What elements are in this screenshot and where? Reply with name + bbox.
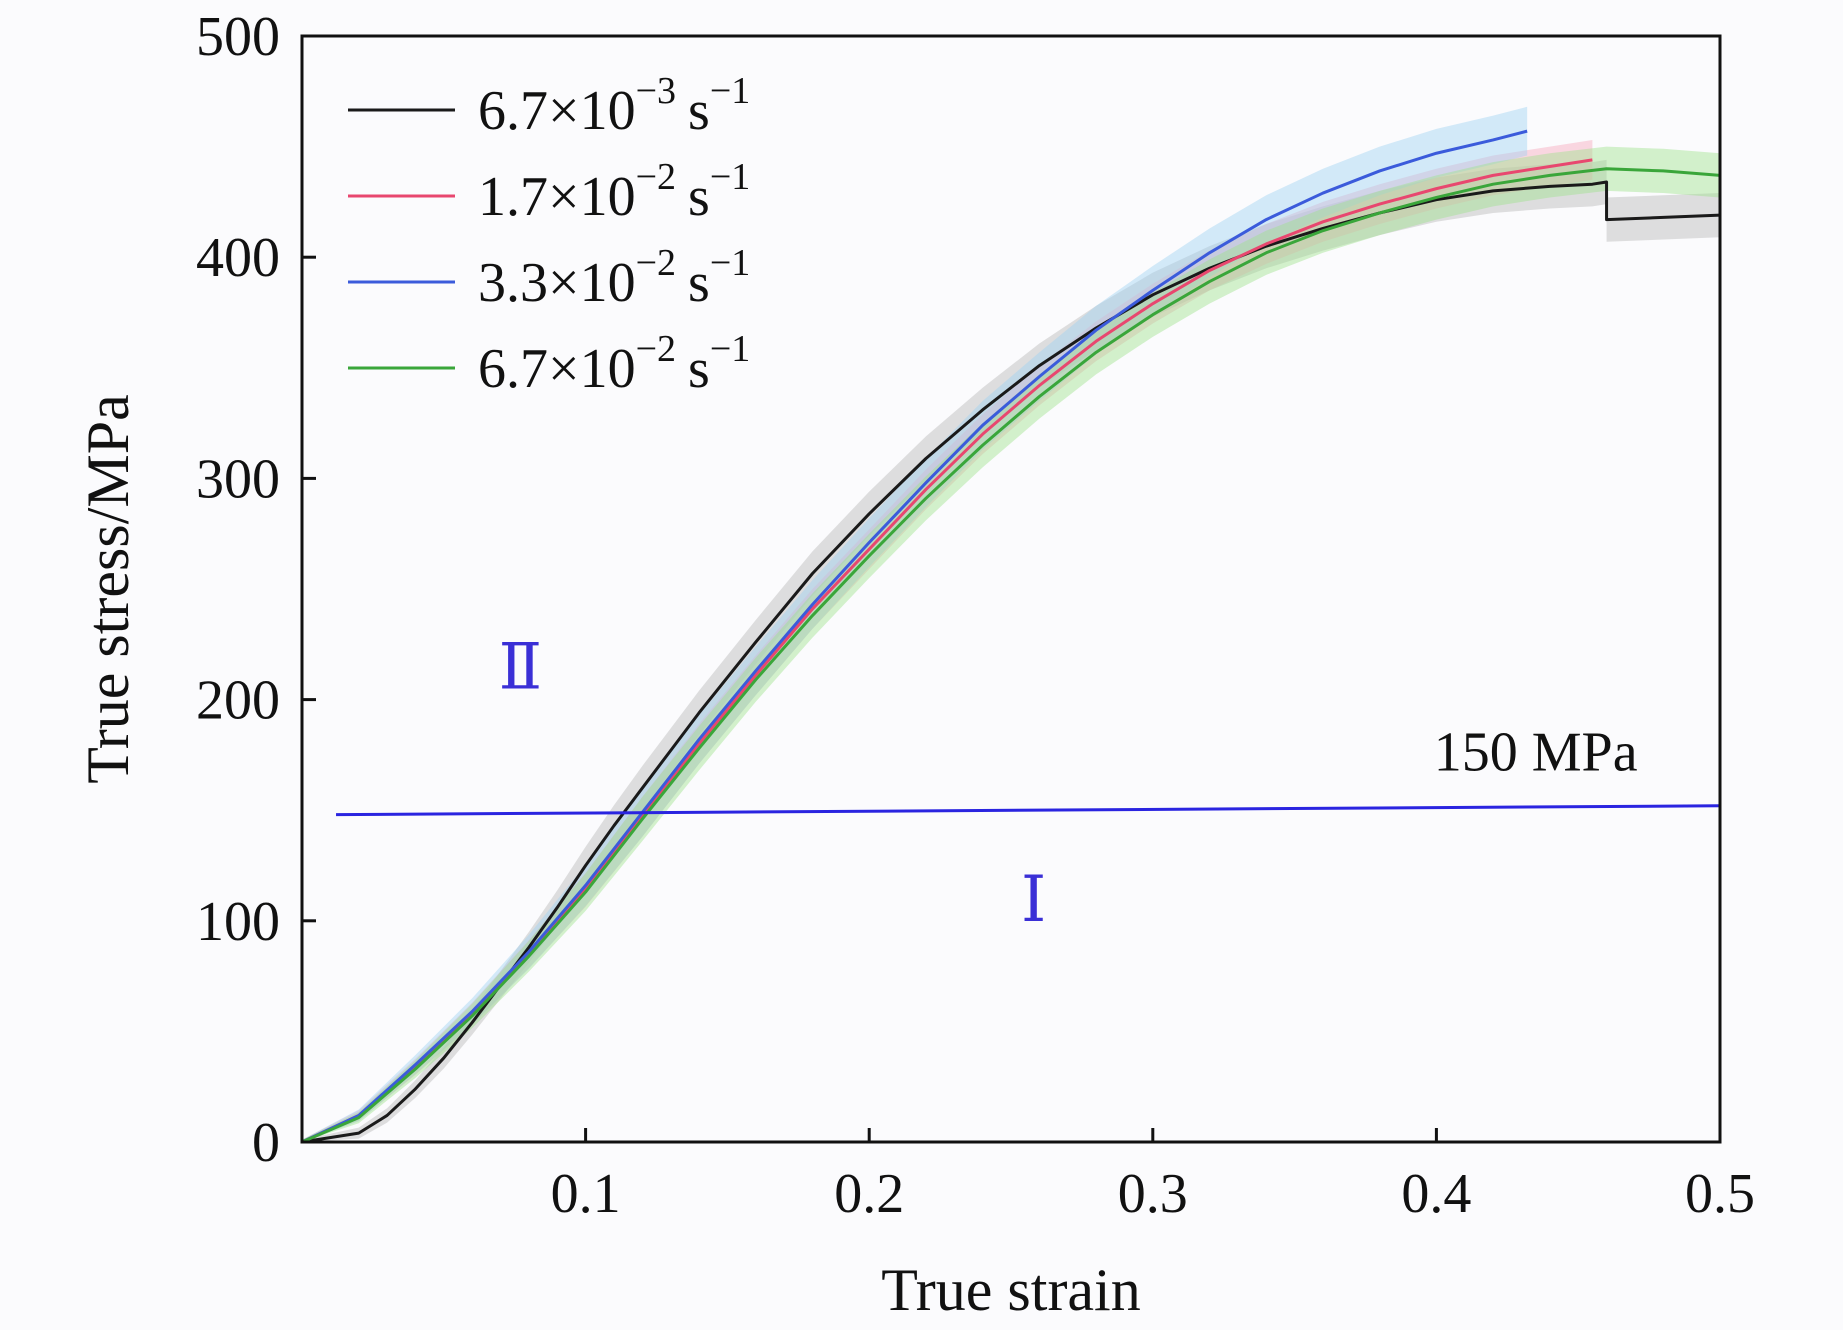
- region-label-2: Ⅰ: [1021, 864, 1046, 935]
- x-tick-label: 0.1: [551, 1163, 621, 1225]
- legend-label: 3.3×10−2 s−1: [478, 242, 750, 314]
- legend-item-2: 1.7×10−2 s−1: [348, 156, 750, 228]
- reference-line-150mpa: [336, 804, 1721, 817]
- legend-item-4: 6.7×10−2 s−1: [348, 328, 750, 400]
- y-tick-label: 200: [196, 670, 280, 732]
- series-line-4: [301, 167, 1721, 1144]
- y-tick-label: 400: [196, 227, 280, 289]
- legend-item-3: 3.3×10−2 s−1: [348, 242, 750, 314]
- reference-line-label: 150 MPa: [1434, 721, 1638, 783]
- y-tick-label: 0: [252, 1112, 280, 1174]
- y-tick-label: 100: [196, 891, 280, 953]
- x-axis-title: True strain: [881, 1257, 1140, 1323]
- reference-line-group: 150 MPa: [336, 721, 1721, 817]
- y-tick-label: 500: [196, 6, 280, 68]
- legend-item-1: 6.7×10−3 s−1: [348, 70, 750, 142]
- region-label-1: Ⅱ: [499, 632, 543, 703]
- y-axis-ticks: 0 100 200 300 400 500: [196, 6, 316, 1174]
- x-tick-label: 0.4: [1401, 1163, 1471, 1225]
- x-tick-label: 0.3: [1118, 1163, 1188, 1225]
- legend: 6.7×10−3 s−1 1.7×10−2 s−1 3.3×10−2 s−1 6.7×10−…: [348, 70, 750, 400]
- x-tick-label: 0.5: [1685, 1163, 1755, 1225]
- series-line-3: [301, 129, 1528, 1144]
- series-lines: [301, 129, 1721, 1144]
- x-tick-label: 0.2: [834, 1163, 904, 1225]
- legend-label: 6.7×10−3 s−1: [478, 70, 750, 142]
- series-line-2: [301, 158, 1593, 1144]
- x-axis-ticks: 0.1 0.2 0.3 0.4 0.5: [551, 1128, 1755, 1225]
- legend-label: 6.7×10−2 s−1: [478, 328, 750, 400]
- y-axis-title: True stress/MPa: [75, 394, 141, 784]
- region-labels: ⅡⅠ: [499, 632, 1047, 935]
- y-tick-label: 300: [196, 448, 280, 510]
- legend-label: 1.7×10−2 s−1: [478, 156, 750, 228]
- plot-frame: [300, 34, 1722, 1144]
